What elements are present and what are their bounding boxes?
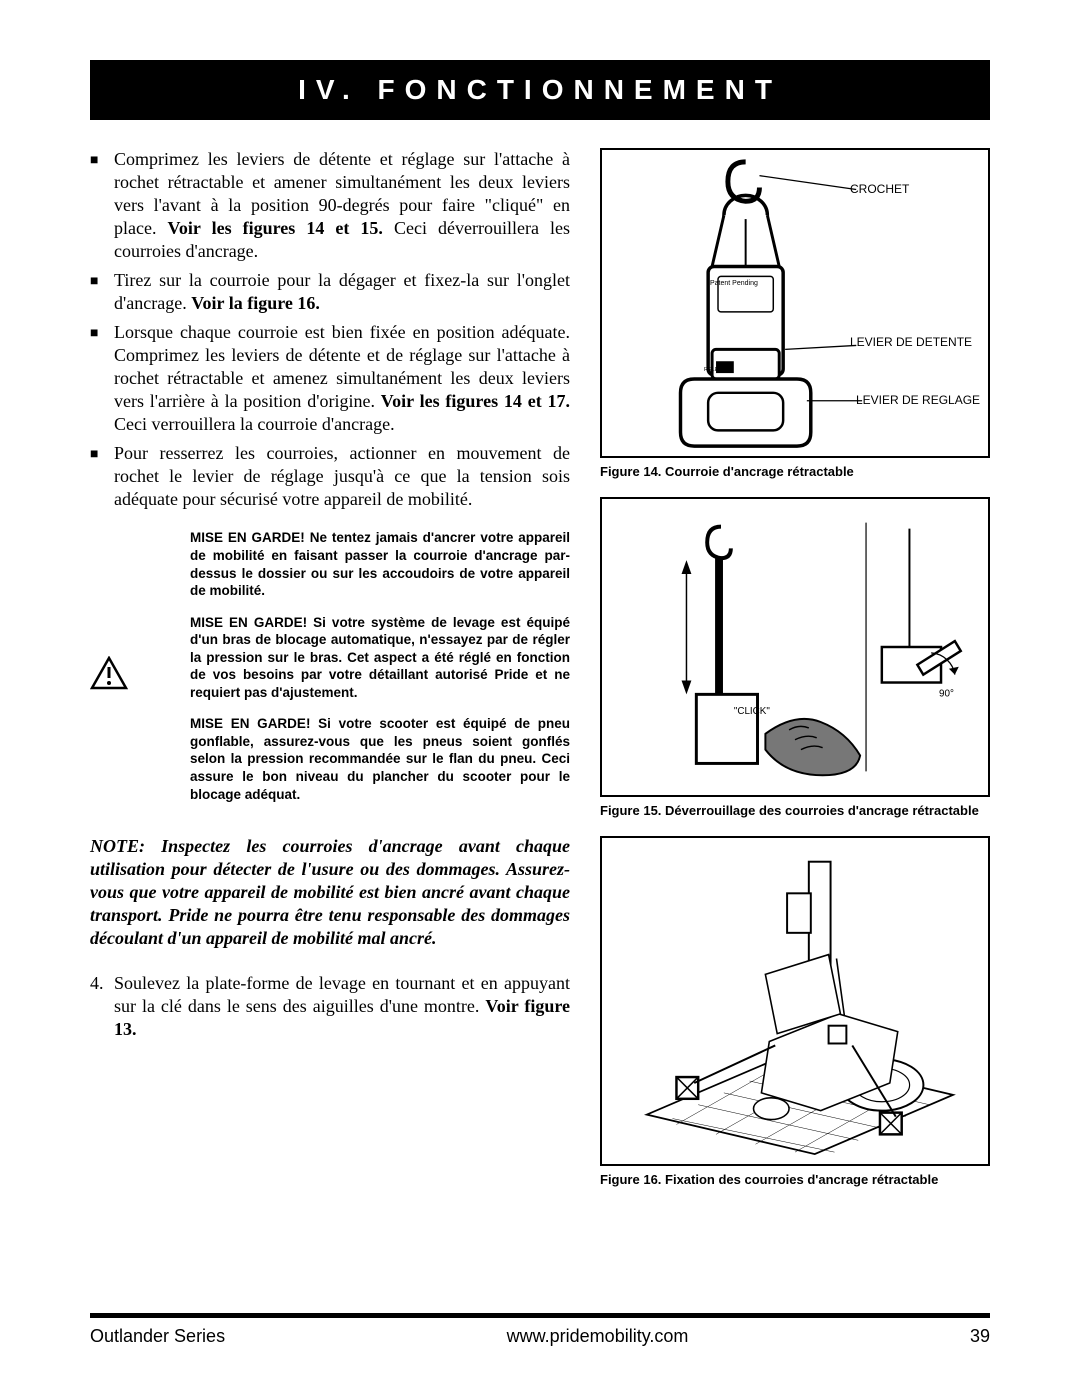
warning-paragraph: MISE EN GARDE! Si votre système de levag…: [190, 614, 570, 702]
figure-16-caption: Figure 16. Fixation des courroies d'ancr…: [600, 1172, 990, 1187]
text: Ceci verrouillera la courroie d'ancrage.: [114, 414, 395, 434]
bullet-item: ■ Pour resserrez les courroies, actionne…: [90, 442, 570, 511]
bullet-marker-icon: ■: [90, 269, 114, 315]
bullet-item: ■ Tirez sur la courroie pour la dégager …: [90, 269, 570, 315]
figure-14-caption: Figure 14. Courroie d'ancrage rétractabl…: [600, 464, 990, 479]
figure-14-box: CROCHET LEVIER DE DETENTE LEVIER DE REGL…: [600, 148, 990, 458]
step-number: 4.: [90, 972, 114, 1041]
warning-block: MISE EN GARDE! Ne tentez jamais d'ancrer…: [90, 529, 570, 817]
bullet-text: Lorsque chaque courroie est bien fixée e…: [114, 321, 570, 436]
footer-left: Outlander Series: [90, 1326, 225, 1347]
numbered-step: 4. Soulevez la plate-forme de levage en …: [90, 972, 570, 1041]
footer-center: www.pridemobility.com: [507, 1326, 689, 1347]
page: IV. FONCTIONNEMENT ■ Comprimez les levie…: [0, 0, 1080, 1397]
right-column: CROCHET LEVIER DE DETENTE LEVIER DE REGL…: [600, 148, 990, 1303]
bullet-text: Comprimez les leviers de détente et régl…: [114, 148, 570, 263]
bullet-marker-icon: ■: [90, 148, 114, 263]
bullet-text: Pour resserrez les courroies, actionner …: [114, 442, 570, 511]
warning-paragraph: MISE EN GARDE! Si votre scooter est équi…: [190, 715, 570, 803]
text: Pour resserrez les courroies, actionner …: [114, 443, 570, 509]
bold-ref: Voir les figures 14 et 17.: [381, 391, 570, 411]
section-header: IV. FONCTIONNEMENT: [90, 60, 990, 120]
bullet-marker-icon: ■: [90, 321, 114, 436]
figure-16-illustration: [602, 838, 988, 1164]
footer-page-number: 39: [970, 1326, 990, 1347]
page-footer: Outlander Series www.pridemobility.com 3…: [90, 1313, 990, 1347]
warning-text-group: MISE EN GARDE! Ne tentez jamais d'ancrer…: [140, 529, 570, 817]
note-block: NOTE: Inspectez les courroies d'ancrage …: [90, 835, 570, 950]
bullet-marker-icon: ■: [90, 442, 114, 511]
bullet-text: Tirez sur la courroie pour la dégager et…: [114, 269, 570, 315]
bullet-item: ■ Lorsque chaque courroie est bien fixée…: [90, 321, 570, 436]
figure-15-caption: Figure 15. Déverrouillage des courroies …: [600, 803, 990, 818]
label-detente: LEVIER DE DETENTE: [850, 336, 972, 349]
text: Tirez sur la courroie pour la dégager et…: [114, 270, 570, 313]
figure-16-box: [600, 836, 990, 1166]
bold-ref: Voir les figures 14 et 15.: [168, 218, 383, 238]
figure-15-box: 90° "CLICK": [600, 497, 990, 797]
figure-14-illustration: [602, 150, 988, 456]
warning-paragraph: MISE EN GARDE! Ne tentez jamais d'ancrer…: [190, 529, 570, 599]
label-crochet: CROCHET: [850, 182, 909, 196]
bold-ref: Voir la figure 16.: [191, 293, 320, 313]
angle-label: 90°: [939, 688, 954, 699]
bullet-item: ■ Comprimez les leviers de détente et ré…: [90, 148, 570, 263]
figure-15-illustration: 90° "CLICK": [602, 499, 988, 795]
click-label: "CLICK": [734, 706, 771, 717]
left-column: ■ Comprimez les leviers de détente et ré…: [90, 148, 570, 1303]
content-area: ■ Comprimez les leviers de détente et ré…: [90, 148, 990, 1303]
step-text: Soulevez la plate-forme de levage en tou…: [114, 972, 570, 1041]
label-patent: Patent Pending: [710, 280, 758, 287]
label-release: RELEASE: [704, 367, 729, 373]
label-reglage: LEVIER DE REGLAGE: [856, 394, 980, 407]
warning-triangle-icon: [90, 656, 128, 690]
